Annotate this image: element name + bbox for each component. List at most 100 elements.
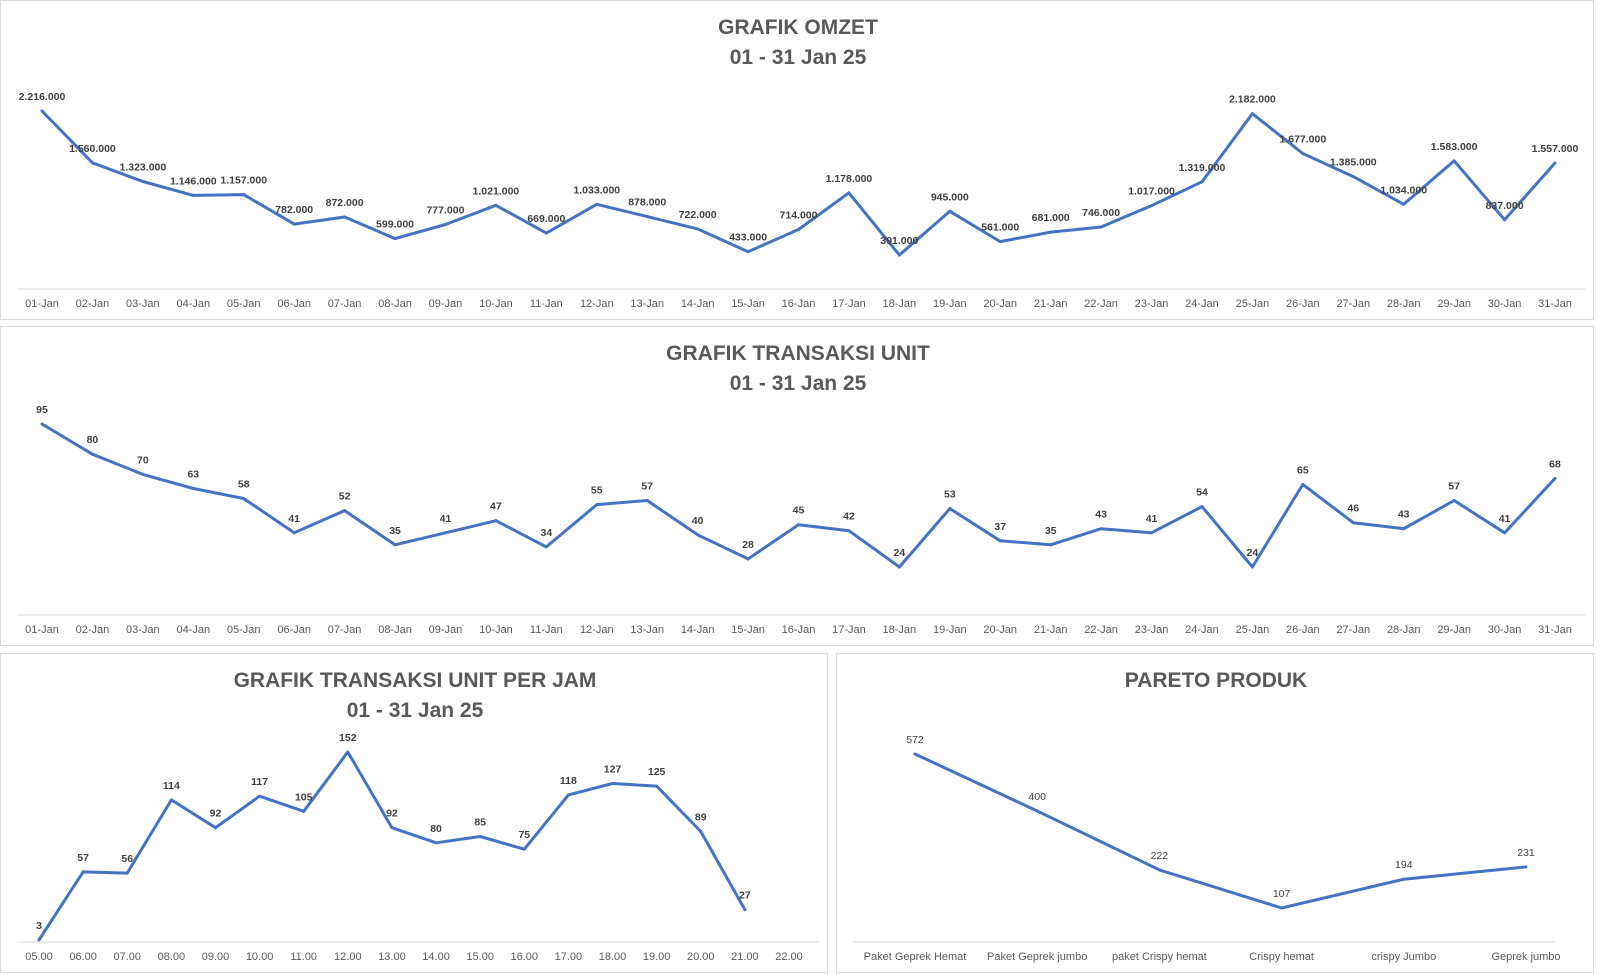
data-point	[443, 223, 447, 227]
x-tick-label: 19-Jan	[933, 298, 967, 310]
data-point	[645, 215, 649, 219]
data-label: 722.000	[679, 209, 717, 221]
data-point	[595, 202, 599, 206]
data-label: 40	[692, 515, 704, 527]
transaksi-per-jam-chart-panel: GRAFIK TRANSAKSI UNIT PER JAM 01 - 31 Jan…	[0, 653, 828, 973]
data-label: 125	[648, 766, 666, 778]
data-label: 35	[1045, 525, 1057, 537]
x-tick-label: 08.00	[158, 951, 186, 963]
data-point	[1049, 230, 1053, 234]
data-point	[1524, 865, 1528, 869]
data-label: 34	[540, 527, 552, 539]
x-tick-label: 18-Jan	[883, 624, 917, 636]
data-label: 57	[1448, 481, 1460, 493]
x-tick-label: 31-Jan	[1538, 298, 1572, 310]
x-tick-label: 14-Jan	[681, 298, 715, 310]
data-point	[897, 253, 901, 257]
chart-subtitle: 01 - 31 Jan 25	[730, 46, 867, 69]
data-label: 114	[163, 780, 180, 792]
chart-title: PARETO PRODUK	[1125, 669, 1307, 692]
data-label: 1.319.000	[1179, 162, 1226, 174]
data-label: 80	[430, 823, 442, 835]
data-label: 945.000	[931, 191, 969, 203]
data-label: 58	[238, 479, 250, 491]
chart-title: GRAFIK TRANSAKSI UNIT PER JAM	[234, 669, 597, 692]
data-label: 24	[894, 547, 906, 559]
chart-title: GRAFIK TRANSAKSI UNIT	[666, 342, 930, 365]
data-point	[797, 523, 800, 527]
x-tick-label: 26-Jan	[1286, 624, 1320, 636]
data-label: 95	[36, 404, 48, 416]
data-point	[645, 499, 649, 503]
data-point	[40, 422, 44, 426]
data-label: 1.385.000	[1330, 157, 1377, 169]
data-point	[913, 752, 917, 756]
x-tick-label: 29-Jan	[1437, 298, 1471, 310]
data-point	[696, 533, 700, 537]
data-point	[746, 250, 750, 254]
data-point	[1035, 809, 1039, 813]
data-point	[696, 227, 700, 231]
data-label: 68	[1549, 458, 1561, 470]
data-label: 46	[1347, 503, 1359, 515]
x-tick-label: 15-Jan	[731, 298, 765, 310]
x-tick-label: 14-Jan	[681, 624, 715, 636]
data-label: 70	[137, 454, 149, 466]
data-point	[1150, 204, 1154, 208]
x-tick-label: 08-Jan	[378, 624, 412, 636]
x-tick-label: 07-Jan	[328, 298, 362, 310]
omzet-chart: GRAFIK OMZET 01 - 31 Jan 25 01-Jan 02-Jan 03…	[17, 16, 1585, 310]
data-point	[595, 503, 599, 507]
x-tick-label: 11.00	[290, 951, 317, 963]
x-tick-label: Crispy hemat	[1249, 951, 1314, 963]
data-label: 3	[36, 920, 42, 932]
data-point	[544, 545, 548, 549]
x-tick-label: 20-Jan	[983, 298, 1017, 310]
data-point	[434, 841, 438, 845]
omzet-chart-panel: GRAFIK OMZET 01 - 31 Jan 25 01-Jan 02-Jan 03…	[0, 0, 1594, 320]
data-point	[393, 543, 397, 547]
x-tick-label: 28-Jan	[1387, 298, 1421, 310]
x-tick-label: 24-Jan	[1185, 298, 1219, 310]
x-tick-label: 12-Jan	[580, 624, 614, 636]
data-label: 391.000	[880, 235, 918, 247]
data-point	[443, 531, 447, 535]
data-point	[847, 191, 851, 195]
x-tick-label: 02-Jan	[76, 298, 110, 310]
data-label: 65	[1297, 464, 1309, 476]
x-tick-label: 02-Jan	[76, 624, 110, 636]
data-label: 54	[1196, 487, 1208, 499]
data-label: 572	[906, 734, 924, 746]
x-tick-label: 26-Jan	[1286, 298, 1320, 310]
x-tick-label: 17.00	[555, 951, 583, 963]
x-tick-label: 16-Jan	[782, 298, 816, 310]
data-label: 92	[210, 808, 222, 820]
data-label: 117	[251, 776, 268, 788]
data-label: 1.146.000	[170, 175, 217, 187]
data-label: 35	[389, 525, 401, 537]
x-tick-label: 04-Jan	[176, 298, 210, 310]
x-tick-label: 13.00	[378, 951, 406, 963]
data-label: 878.000	[628, 197, 666, 209]
pareto-produk-chart: PARETO PRODUK Paket Geprek Hemat Paket Gep…	[853, 669, 1561, 963]
data-label: 1.017.000	[1128, 186, 1175, 198]
data-point	[213, 826, 217, 830]
x-tick-label: 01-Jan	[25, 298, 59, 310]
data-label: 52	[339, 491, 351, 503]
data-point	[544, 231, 548, 235]
x-tick-label: 18.00	[599, 951, 627, 963]
x-tick-label: 16.00	[511, 951, 539, 963]
data-label: 127	[604, 764, 622, 776]
x-tick-label: 17-Jan	[832, 298, 866, 310]
data-point	[699, 829, 703, 833]
data-label: 194	[1395, 859, 1413, 871]
data-point	[242, 193, 246, 197]
data-label: 1.021.000	[473, 185, 520, 197]
x-tick-label: 07.00	[113, 951, 141, 963]
x-tick-label: 24-Jan	[1185, 624, 1219, 636]
x-tick-label: 09-Jan	[429, 298, 463, 310]
x-tick-label: 13-Jan	[630, 624, 664, 636]
data-label: 1.034.000	[1380, 184, 1427, 196]
data-point	[1503, 531, 1507, 535]
data-point	[90, 161, 94, 165]
